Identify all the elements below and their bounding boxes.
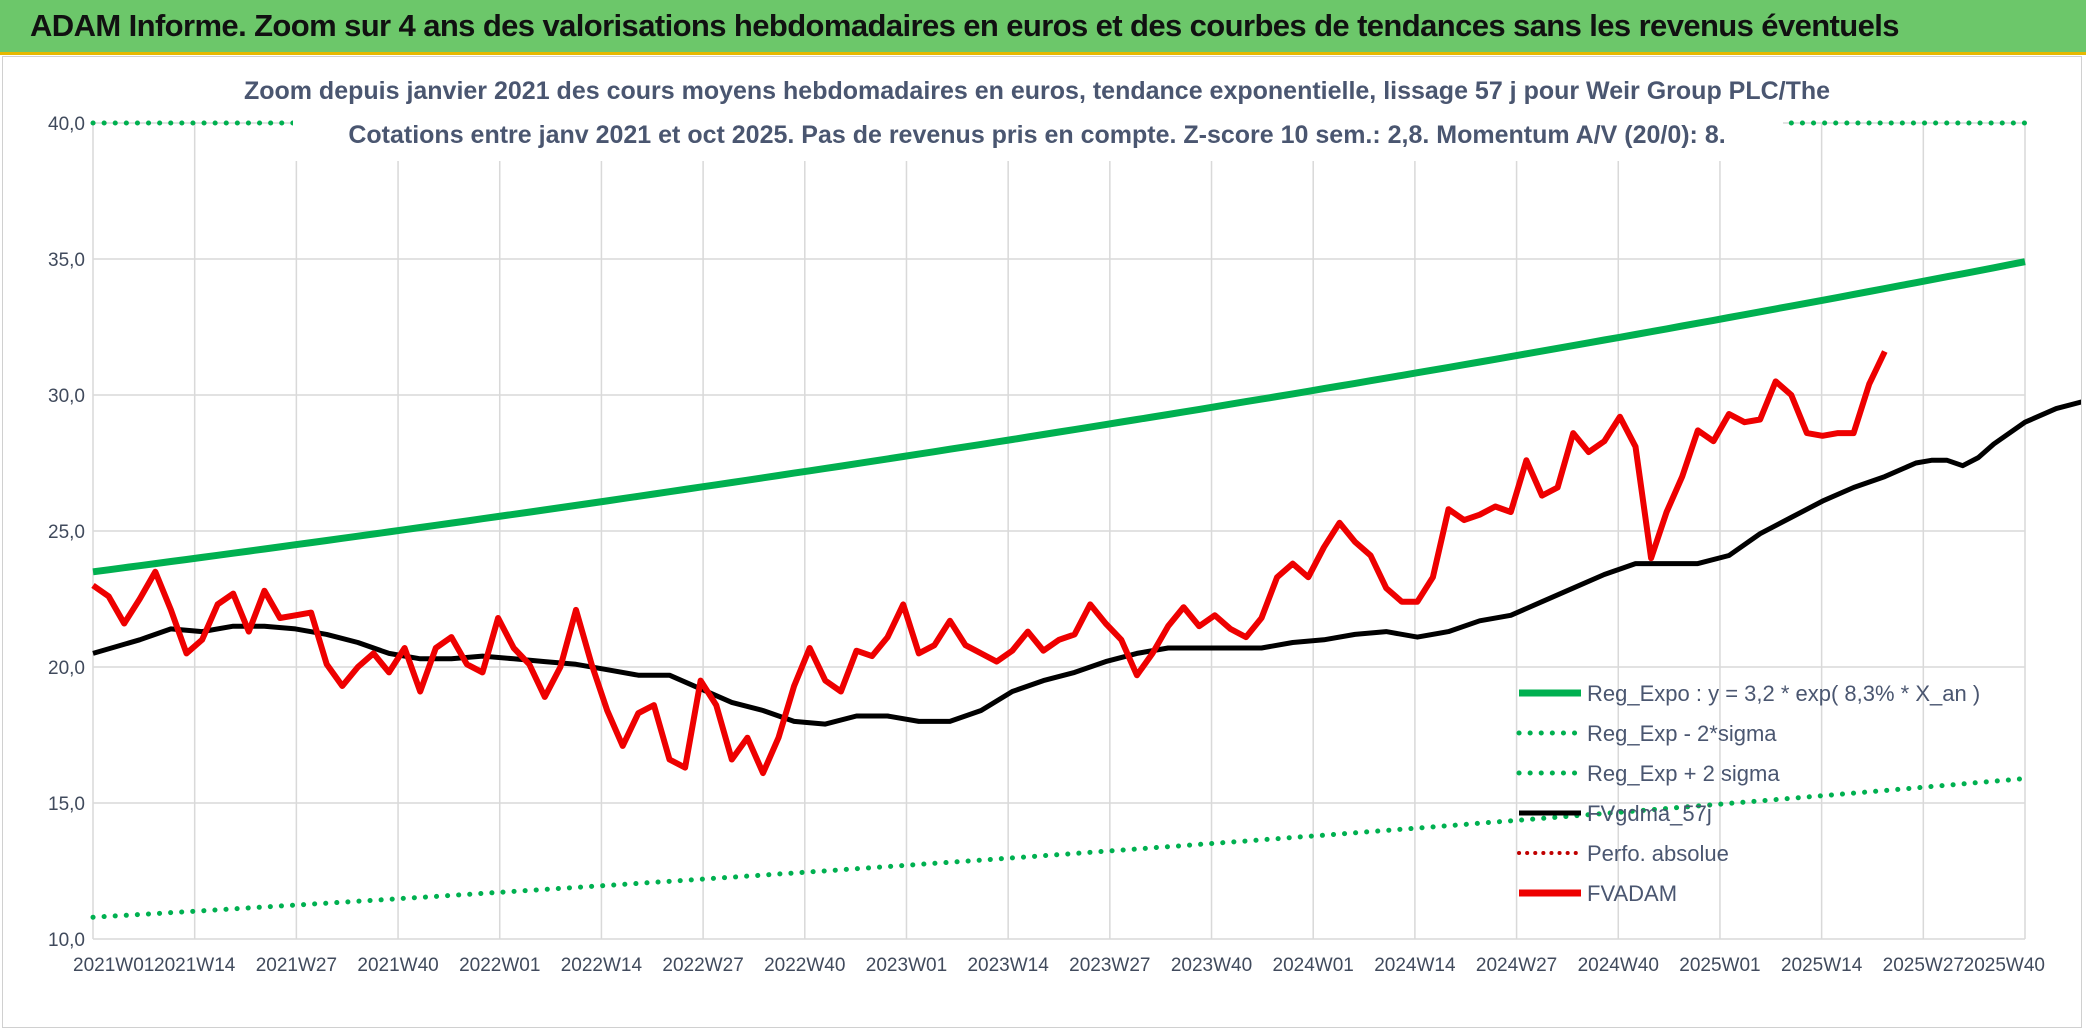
legend-label: Reg_Expo : y = 3,2 * exp( 8,3% * X_an ) (1587, 681, 1980, 706)
x-tick-label: 2025W40 (1964, 955, 2045, 976)
x-tick-label: 2023W27 (1069, 955, 1150, 976)
series-reg-expo (92, 258, 2026, 576)
x-tick-label: 2024W40 (1578, 955, 1659, 976)
chart-title: Zoom depuis janvier 2021 des cours moyen… (244, 59, 1830, 161)
x-tick-label: 2024W14 (1374, 955, 1456, 976)
y-tick-label: 10,0 (48, 930, 85, 951)
legend-label: FVgdma_57j (1587, 801, 1712, 826)
x-tick-label: 2025W27 (1883, 955, 1964, 976)
x-tick-label: 2021W27 (256, 955, 337, 976)
x-tick-label: 2024W27 (1476, 955, 1557, 976)
y-tick-label: 40,0 (48, 114, 85, 135)
y-tick-label: 35,0 (48, 250, 85, 271)
x-tick-label: 2021W14 (154, 955, 236, 976)
x-tick-label: 2021W01 (73, 955, 154, 976)
legend-label: FVADAM (1587, 881, 1677, 906)
x-tick-label: 2022W01 (459, 955, 540, 976)
chart-title-line-2: Cotations entre janv 2021 et oct 2025. P… (348, 121, 1725, 149)
x-tick-label: 2022W40 (764, 955, 845, 976)
y-tick-label: 30,0 (48, 386, 85, 407)
series-fvadam (91, 350, 1888, 777)
report-title: ADAM Informe. Zoom sur 4 ans des valoris… (30, 8, 1900, 43)
legend-label: Reg_Exp - 2*sigma (1587, 721, 1777, 746)
chart-frame: Zoom depuis janvier 2021 des cours moyen… (2, 56, 2082, 1028)
x-tick-label: 2023W14 (967, 955, 1049, 976)
x-tick-label: 2025W14 (1781, 955, 1863, 976)
series-lines (90, 120, 2081, 920)
x-tick-label: 2022W27 (662, 955, 743, 976)
y-tick-label: 25,0 (48, 522, 85, 543)
chart-title-line-1: Zoom depuis janvier 2021 des cours moyen… (244, 77, 1830, 105)
legend: Reg_Expo : y = 3,2 * exp( 8,3% * X_an ) R… (1516, 681, 1980, 906)
x-tick-label: 2025W01 (1679, 955, 1760, 976)
x-tick-label: 2023W40 (1171, 955, 1252, 976)
report-banner: ADAM Informe. Zoom sur 4 ans des valoris… (0, 0, 2086, 55)
legend-label: Reg_Exp + 2 sigma (1587, 761, 1780, 786)
y-axis-ticks: 10,0 15,0 20,0 25,0 30,0 35,0 40,0 (48, 114, 85, 951)
x-tick-label: 2023W01 (866, 955, 947, 976)
x-tick-label: 2021W40 (357, 955, 438, 976)
grid (92, 122, 2026, 940)
trend-chart: Zoom depuis janvier 2021 des cours moyen… (48, 59, 2081, 976)
x-axis-ticks: 2021W01 2021W14 2021W27 2021W40 2022W01 2022W… (73, 955, 2045, 976)
x-tick-label: 2024W01 (1273, 955, 1354, 976)
x-tick-label: 2022W14 (561, 955, 643, 976)
y-tick-label: 20,0 (48, 658, 85, 679)
y-tick-label: 15,0 (48, 794, 85, 815)
legend-label: Perfo. absolue (1587, 841, 1729, 866)
series-reg-exp-minus-2sigma (90, 776, 2028, 920)
